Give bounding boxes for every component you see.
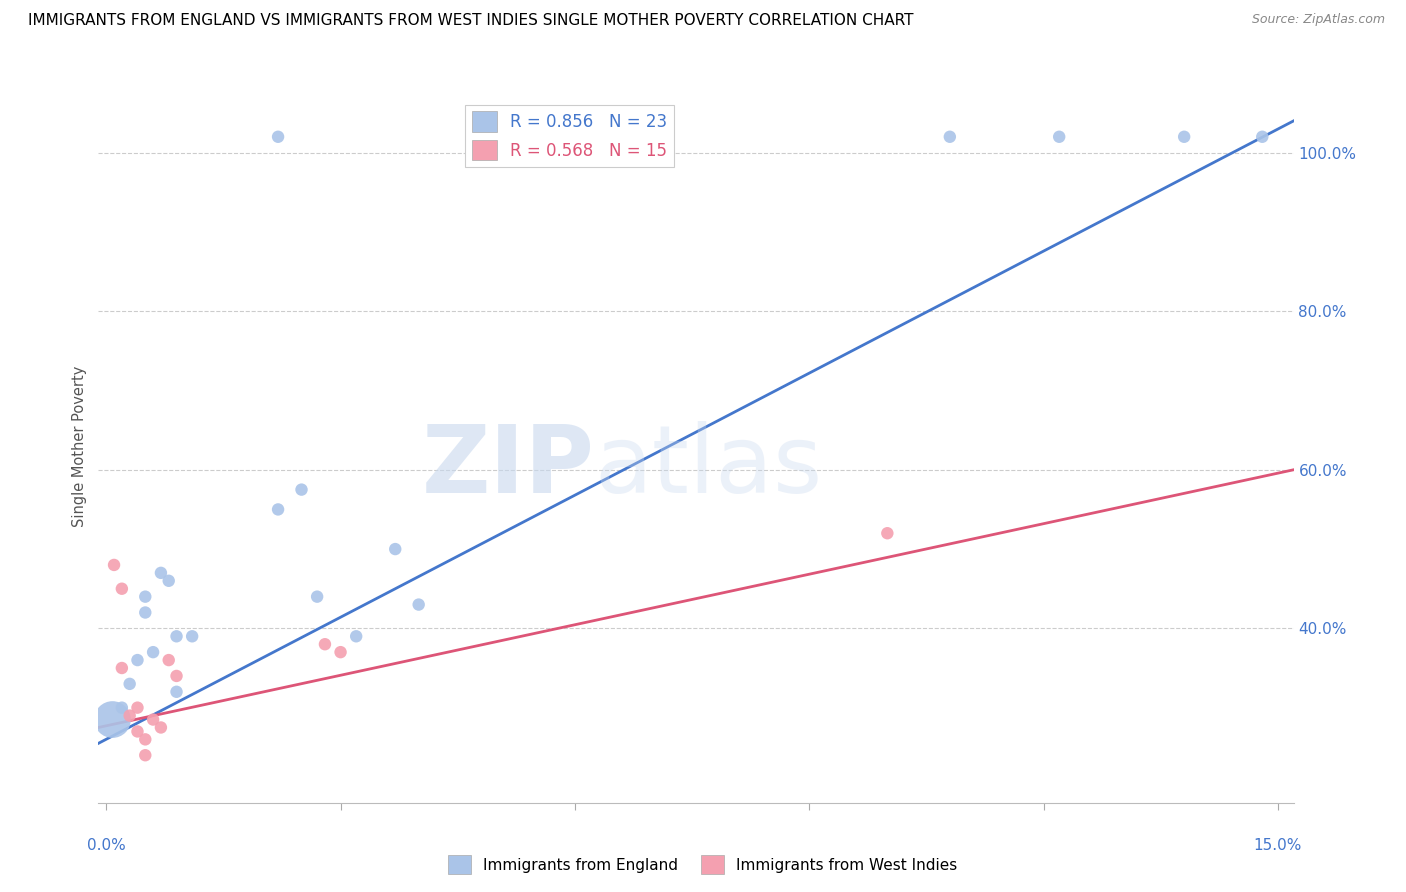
Point xyxy=(166,669,188,683)
Point xyxy=(103,558,125,572)
Point xyxy=(166,685,188,699)
Text: 0.0%: 0.0% xyxy=(87,838,125,854)
Point xyxy=(314,637,336,651)
Text: 15.0%: 15.0% xyxy=(1254,838,1302,854)
Point xyxy=(267,502,290,516)
Point xyxy=(142,713,165,727)
Point xyxy=(1251,129,1274,144)
Point xyxy=(101,713,124,727)
Point xyxy=(181,629,204,643)
Point xyxy=(127,653,149,667)
Legend: R = 0.856   N = 23, R = 0.568   N = 15: R = 0.856 N = 23, R = 0.568 N = 15 xyxy=(465,104,673,167)
Point xyxy=(149,566,172,580)
Text: IMMIGRANTS FROM ENGLAND VS IMMIGRANTS FROM WEST INDIES SINGLE MOTHER POVERTY COR: IMMIGRANTS FROM ENGLAND VS IMMIGRANTS FR… xyxy=(28,13,914,29)
Text: Source: ZipAtlas.com: Source: ZipAtlas.com xyxy=(1251,13,1385,27)
Text: atlas: atlas xyxy=(595,421,823,514)
Point xyxy=(127,724,149,739)
Point xyxy=(134,606,156,620)
Point xyxy=(111,582,134,596)
Point xyxy=(166,629,188,643)
Point xyxy=(118,677,141,691)
Point xyxy=(134,748,156,763)
Point xyxy=(134,590,156,604)
Y-axis label: Single Mother Poverty: Single Mother Poverty xyxy=(72,366,87,526)
Point xyxy=(307,590,329,604)
Point xyxy=(157,653,180,667)
Point xyxy=(344,629,367,643)
Text: ZIP: ZIP xyxy=(422,421,595,514)
Point xyxy=(118,708,141,723)
Point xyxy=(876,526,898,541)
Point xyxy=(127,700,149,714)
Point xyxy=(157,574,180,588)
Point xyxy=(384,542,406,557)
Point xyxy=(111,700,134,714)
Point xyxy=(149,721,172,735)
Point xyxy=(939,129,962,144)
Point xyxy=(111,661,134,675)
Point xyxy=(1173,129,1195,144)
Point xyxy=(134,732,156,747)
Point xyxy=(408,598,430,612)
Point xyxy=(290,483,312,497)
Point xyxy=(267,129,290,144)
Point xyxy=(142,645,165,659)
Legend: Immigrants from England, Immigrants from West Indies: Immigrants from England, Immigrants from… xyxy=(441,849,965,880)
Point xyxy=(1047,129,1070,144)
Point xyxy=(329,645,352,659)
